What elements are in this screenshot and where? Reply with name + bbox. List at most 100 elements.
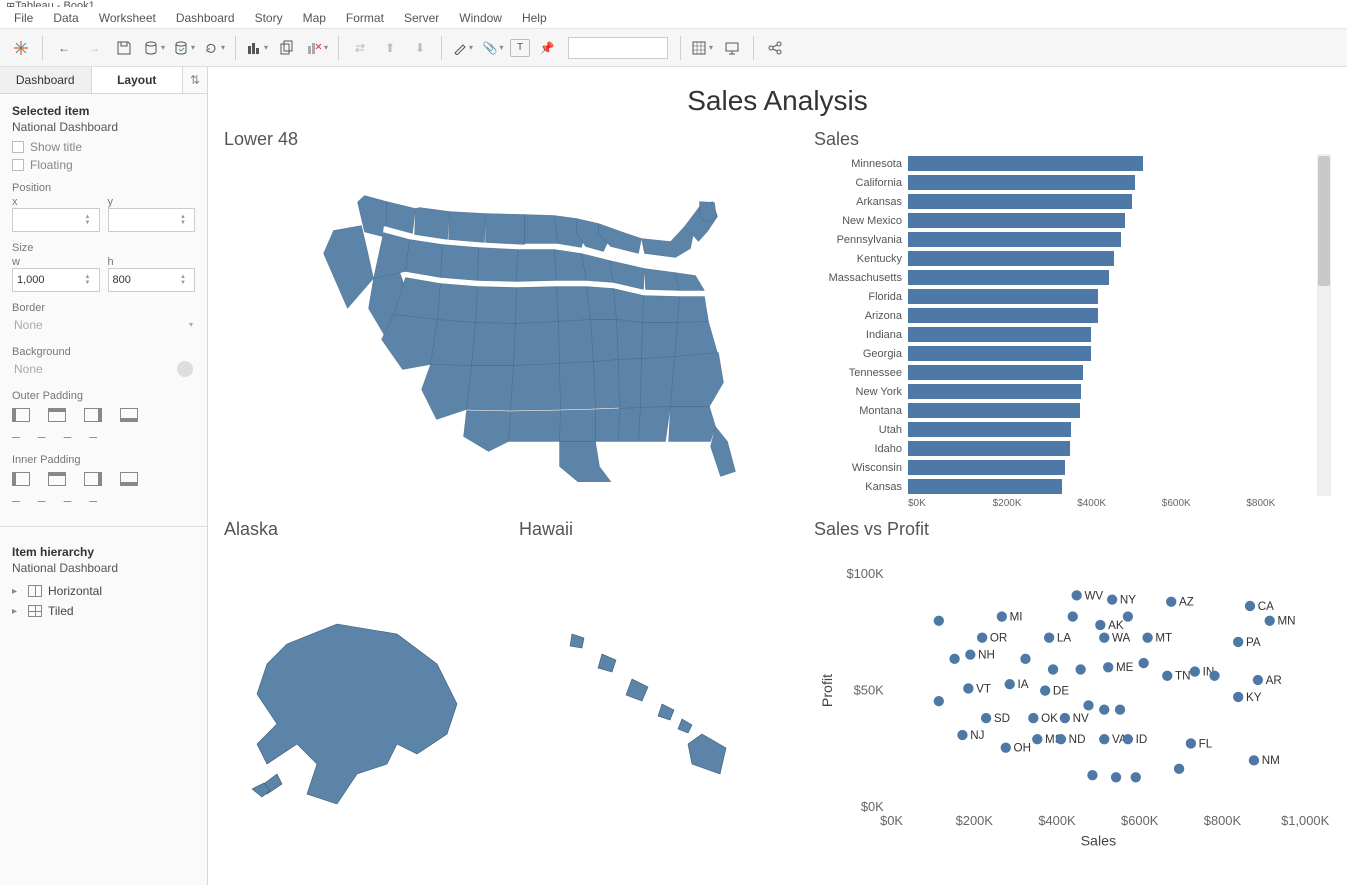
- menu-help[interactable]: Help: [512, 9, 557, 27]
- outer-pad-top[interactable]: [48, 408, 66, 422]
- table-row: Minnesota: [814, 154, 1317, 173]
- inner-pad-bottom[interactable]: [120, 472, 138, 486]
- refresh-icon[interactable]: ▾: [201, 35, 227, 61]
- sort-desc-icon[interactable]: ⬇: [407, 35, 433, 61]
- menu-map[interactable]: Map: [293, 9, 336, 27]
- pin-icon[interactable]: 📌: [534, 35, 560, 61]
- outer-pad-bottom[interactable]: [120, 408, 138, 422]
- table-row: Montana: [814, 401, 1317, 420]
- pane-alaska[interactable]: Alaska: [224, 519, 509, 863]
- svg-text:NJ: NJ: [970, 729, 984, 742]
- tab-dashboard[interactable]: Dashboard: [0, 67, 92, 93]
- hierarchy-item-horizontal[interactable]: ▸Horizontal: [12, 581, 195, 601]
- attach-icon[interactable]: 📎▾: [480, 35, 506, 61]
- outer-pad-left[interactable]: [12, 408, 30, 422]
- us-map: [274, 182, 754, 482]
- new-datasource-icon[interactable]: ▾: [141, 35, 167, 61]
- svg-text:$50K: $50K: [854, 682, 885, 697]
- pane-sales[interactable]: Sales MinnesotaCaliforniaArkansasNew Mex…: [814, 129, 1331, 509]
- table-row: Indiana: [814, 325, 1317, 344]
- inner-pad-right[interactable]: [84, 472, 102, 486]
- svg-text:MI: MI: [1010, 610, 1023, 623]
- menu-window[interactable]: Window: [449, 9, 512, 27]
- table-row: Florida: [814, 287, 1317, 306]
- inner-pad-top[interactable]: [48, 472, 66, 486]
- show-title-checkbox[interactable]: Show title: [12, 140, 195, 154]
- x-input[interactable]: ▲▼: [12, 208, 100, 232]
- sort-asc-icon[interactable]: ⬆: [377, 35, 403, 61]
- w-label: w: [12, 256, 100, 268]
- new-worksheet-icon[interactable]: ▾: [244, 35, 270, 61]
- tableau-logo-icon[interactable]: [8, 35, 34, 61]
- pane-lower48[interactable]: Lower 48: [224, 129, 804, 509]
- pane-title-sales: Sales: [814, 129, 1331, 150]
- sales-xaxis: $0K$200K$400K$600K$800K: [814, 498, 1331, 509]
- table-row: Wisconsin: [814, 458, 1317, 477]
- table-row: New Mexico: [814, 211, 1317, 230]
- outer-pad-right[interactable]: [84, 408, 102, 422]
- menu-dashboard[interactable]: Dashboard: [166, 9, 245, 27]
- pane-title-scatter: Sales vs Profit: [814, 519, 1331, 540]
- table-row: Georgia: [814, 344, 1317, 363]
- menu-data[interactable]: Data: [43, 9, 88, 27]
- table-row: Massachusetts: [814, 268, 1317, 287]
- side-panel: Dashboard Layout ⇅ Selected item Nationa…: [0, 67, 208, 885]
- tabs-menu-icon[interactable]: ⇅: [183, 67, 207, 93]
- svg-text:Sales: Sales: [1081, 834, 1117, 850]
- outer-padding-label: Outer Padding: [12, 390, 195, 402]
- svg-text:ME: ME: [1116, 661, 1134, 674]
- border-select[interactable]: None▾: [12, 314, 195, 336]
- pane-title-hawaii: Hawaii: [519, 519, 804, 540]
- menu-file[interactable]: File: [4, 9, 43, 27]
- fit-icon[interactable]: ▾: [689, 35, 715, 61]
- y-input[interactable]: ▲▼: [108, 208, 196, 232]
- inner-pad-left[interactable]: [12, 472, 30, 486]
- menu-server[interactable]: Server: [394, 9, 449, 27]
- duplicate-icon[interactable]: [274, 35, 300, 61]
- svg-text:NM: NM: [1262, 754, 1280, 767]
- sales-scrollbar[interactable]: [1317, 154, 1331, 496]
- border-label: Border: [12, 302, 195, 314]
- svg-text:AZ: AZ: [1179, 596, 1194, 609]
- background-select[interactable]: None: [12, 358, 195, 380]
- menu-worksheet[interactable]: Worksheet: [89, 9, 166, 27]
- scatter-chart: $0K$50K$100K$0K$200K$400K$600K$800K$1,00…: [814, 544, 1331, 863]
- dashboard-canvas[interactable]: Sales Analysis Lower 48: [208, 67, 1347, 885]
- dashboard-title: Sales Analysis: [224, 85, 1331, 117]
- swap-icon[interactable]: ⇄: [347, 35, 373, 61]
- highlight-icon[interactable]: ▾: [450, 35, 476, 61]
- y-label: y: [108, 196, 196, 208]
- menubar: File Data Worksheet Dashboard Story Map …: [0, 7, 1347, 29]
- pane-hawaii[interactable]: Hawaii: [519, 519, 804, 863]
- back-icon[interactable]: ←: [51, 35, 77, 61]
- x-label: x: [12, 196, 100, 208]
- show-title-label: Show title: [30, 140, 82, 154]
- tab-layout[interactable]: Layout: [92, 67, 184, 93]
- save-icon[interactable]: [111, 35, 137, 61]
- window-title: Tableau - Book1: [15, 0, 95, 7]
- floating-checkbox[interactable]: Floating: [12, 158, 195, 172]
- h-input[interactable]: 800▲▼: [108, 268, 196, 292]
- svg-text:KY: KY: [1246, 691, 1262, 704]
- presentation-icon[interactable]: [719, 35, 745, 61]
- share-icon[interactable]: [762, 35, 788, 61]
- menu-format[interactable]: Format: [336, 9, 394, 27]
- svg-text:WA: WA: [1112, 632, 1131, 645]
- w-input[interactable]: 1,000▲▼: [12, 268, 100, 292]
- text-icon[interactable]: T: [510, 39, 530, 57]
- toolbar-search[interactable]: [568, 37, 668, 59]
- svg-text:$400K: $400K: [1038, 813, 1076, 828]
- svg-text:AK: AK: [1108, 619, 1124, 632]
- clear-icon[interactable]: ▾: [304, 35, 330, 61]
- pane-title-alaska: Alaska: [224, 519, 509, 540]
- menu-story[interactable]: Story: [245, 9, 293, 27]
- table-row: Idaho: [814, 439, 1317, 458]
- svg-text:MT: MT: [1155, 632, 1172, 645]
- svg-text:CA: CA: [1258, 600, 1274, 613]
- hierarchy-item-tiled[interactable]: ▸Tiled: [12, 601, 195, 621]
- autoupdate-icon[interactable]: ▾: [171, 35, 197, 61]
- inner-padding-label: Inner Padding: [12, 454, 195, 466]
- forward-icon[interactable]: →: [81, 35, 107, 61]
- svg-text:SD: SD: [994, 712, 1010, 725]
- pane-scatter[interactable]: Sales vs Profit $0K$50K$100K$0K$200K$400…: [814, 519, 1331, 863]
